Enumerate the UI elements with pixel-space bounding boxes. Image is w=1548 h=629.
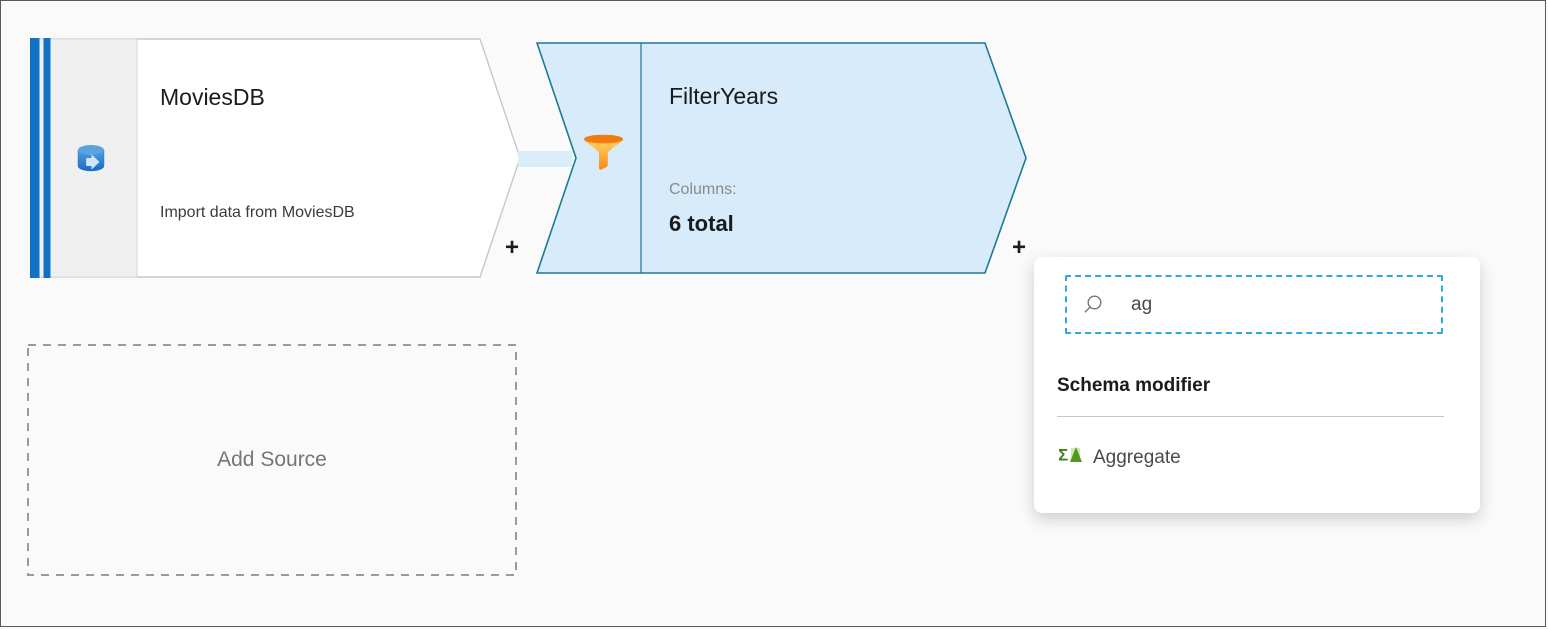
svg-text:Σ: Σ	[1059, 446, 1068, 465]
